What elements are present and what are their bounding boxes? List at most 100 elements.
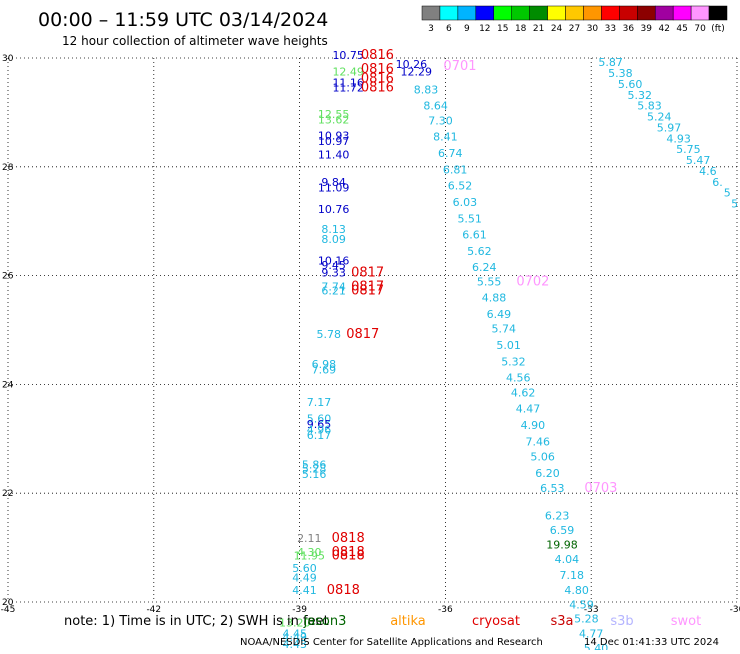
wave-height-label: 6.59	[550, 524, 575, 537]
wave-height-label: 6.98	[312, 358, 337, 371]
colorbar-label: 39	[641, 24, 653, 34]
wave-height-label: 5.28	[302, 463, 327, 476]
x-tick-label: -42	[146, 605, 161, 615]
wave-height-label: 6.03	[453, 196, 478, 209]
wave-height-label: 10.75	[332, 49, 364, 62]
wave-height-label: 11.95	[294, 550, 326, 563]
wave-height-label: 6.	[712, 176, 723, 189]
wave-height-label: 9.65	[307, 418, 332, 431]
wave-height-label: 4.6	[699, 165, 717, 178]
chart-subtitle: 12 hour collection of altimeter wave hei…	[62, 34, 328, 48]
colorbar-swatch	[421, 5, 441, 21]
y-tick-label: 22	[2, 489, 13, 499]
wave-height-label: 4.80	[564, 584, 589, 597]
wave-height-label: 11.40	[318, 149, 350, 162]
wave-height-label: 5.60	[618, 78, 643, 91]
legend-s3b: s3b	[610, 614, 633, 629]
wave-height-label: 9.84	[321, 176, 346, 189]
colorbar-swatch	[547, 5, 566, 21]
wave-height-label: 4.30	[297, 546, 322, 559]
wave-height-label: 7.74	[321, 280, 346, 293]
wave-height-label: 8.13	[321, 223, 346, 236]
wave-height-label: 4.93	[666, 132, 691, 145]
wave-height-label: 10.26	[396, 58, 428, 71]
colorbar-swatch	[708, 5, 728, 21]
wave-height-label: 5.32	[628, 89, 653, 102]
wave-height-label: 13.20	[279, 616, 311, 629]
legend-altika: altika	[390, 614, 426, 629]
pass-time-label: 0817	[346, 327, 379, 342]
legend-swot: swot	[671, 614, 701, 629]
colorbar-swatch	[637, 5, 656, 21]
x-axis: -45 -42 -39 -36 -33 -30	[1, 605, 740, 615]
wave-height-label: 4.47	[516, 403, 541, 416]
wave-height-label: 5.24	[647, 111, 672, 124]
legend-s3a: s3a	[550, 614, 573, 629]
colorbar-label: 18	[515, 24, 527, 34]
y-tick-label: 20	[2, 598, 14, 608]
footer-credit: NOAA/NESDIS Center for Satellite Applica…	[240, 637, 543, 648]
wave-height-label: 4.49	[282, 631, 307, 644]
colorbar-swatch	[457, 5, 477, 21]
pass-time-label: 0701	[443, 59, 476, 74]
wave-height-label: 7.69	[312, 364, 337, 377]
pass-time-label: 0816	[361, 81, 394, 96]
pass-time-label: 0817	[351, 284, 384, 299]
wave-height-label: 6.20	[535, 467, 560, 480]
pass-time-label: 0818	[332, 531, 365, 546]
colorbar-label: 42	[658, 24, 669, 34]
pass-time-label: 0816	[361, 48, 394, 63]
wave-height-label: 7.18	[560, 569, 585, 582]
colorbar-swatch	[493, 5, 512, 21]
satellite-legend: jason3 altika cryosat s3a s3b swot	[303, 614, 702, 629]
pass-time-label: 0818	[332, 545, 365, 560]
colorbar-swatch	[439, 5, 459, 21]
wave-height-label: 5.60	[307, 412, 332, 425]
wave-height-label: 6.21	[321, 285, 346, 298]
wave-height-label: 5.75	[676, 143, 701, 156]
wave-height-label: 4.04	[555, 553, 580, 566]
y-tick-label: 28	[2, 163, 14, 173]
y-tick-label: 26	[2, 272, 14, 282]
wave-height-label: 10.76	[318, 203, 350, 216]
wave-height-label: 6.81	[443, 163, 468, 176]
x-tick-label: -33	[584, 605, 599, 615]
y-axis: 20 22 24 26 28 30	[2, 54, 14, 608]
wave-height-label: 7.30	[428, 114, 453, 127]
wave-height-label: 11.16	[332, 76, 364, 89]
wave-height-label: 5.40	[584, 642, 609, 650]
x-tick-label: -45	[1, 605, 16, 615]
pass-time-label: 0818	[327, 583, 360, 598]
wave-height-label: 5.97	[657, 121, 682, 134]
colorbar-swatch	[672, 5, 692, 21]
plot-area	[7, 57, 738, 603]
colorbar-swatch	[601, 5, 620, 21]
wave-height-label: 5.60	[292, 562, 317, 575]
wave-height-label: 10.16	[318, 255, 350, 268]
wave-height-label: 5.51	[457, 212, 482, 225]
pass-time-label: 0816	[361, 62, 394, 77]
wave-height-label: 5.28	[574, 613, 599, 626]
colorbar-swatch	[654, 5, 674, 21]
colorbar-label: 30	[587, 24, 599, 34]
colorbar-label: 70	[694, 24, 706, 34]
wave-height-label: 7.46	[525, 435, 550, 448]
wave-height-label: 6.61	[462, 229, 487, 242]
wave-height-label: 12.55	[318, 108, 350, 121]
wave-height-label: 5	[724, 187, 731, 200]
wave-height-label: 11.72	[332, 82, 364, 95]
colorbar-label: 6	[446, 24, 452, 34]
wave-height-label: 5.38	[608, 67, 633, 80]
colorbar-swatch	[475, 5, 495, 21]
wave-height-label: 5.06	[530, 451, 555, 464]
wave-height-label: 8.83	[414, 83, 439, 96]
wave-height-label: 8.41	[433, 131, 458, 144]
wave-height-label: 4.49	[292, 571, 317, 584]
pass-time-label: 0702	[516, 274, 549, 289]
wave-height-label: 5.55	[477, 275, 502, 288]
wave-height-label: 4.59	[569, 599, 594, 612]
colorbar-swatch	[619, 5, 638, 21]
wave-height-label: 8.64	[423, 100, 448, 113]
wave-height-label: 19.98	[546, 539, 578, 552]
